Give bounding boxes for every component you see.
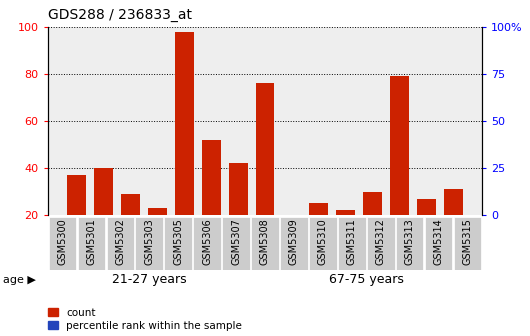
Bar [282,257,301,262]
Text: GSM5314: GSM5314 [434,218,444,264]
Bar [175,32,194,262]
Bar [255,229,275,262]
FancyBboxPatch shape [338,217,366,270]
Text: GSM5315: GSM5315 [463,218,473,265]
FancyBboxPatch shape [251,217,279,270]
Bar [363,192,382,262]
Text: GSM5313: GSM5313 [405,218,415,264]
FancyBboxPatch shape [193,217,220,270]
Bar [310,257,328,262]
FancyBboxPatch shape [425,217,453,270]
FancyBboxPatch shape [223,217,250,270]
Text: GSM5308: GSM5308 [260,218,270,264]
Bar [202,248,220,262]
Bar [67,175,86,262]
Bar [121,253,140,262]
Bar [390,232,409,262]
Bar [94,248,113,262]
Bar [417,253,436,262]
Bar [202,140,220,262]
Text: GSM5311: GSM5311 [347,218,357,264]
Text: GSM5309: GSM5309 [289,218,299,264]
FancyBboxPatch shape [164,217,192,270]
Bar [94,168,113,262]
Bar [229,250,248,262]
Bar [148,257,167,262]
Text: GSM5302: GSM5302 [115,218,125,265]
Text: GSM5301: GSM5301 [86,218,96,264]
Bar [310,203,328,262]
Text: GSM5300: GSM5300 [57,218,67,264]
Bar [390,76,409,262]
Bar [255,83,275,262]
Bar [282,215,301,262]
Bar [417,199,436,262]
Legend: count, percentile rank within the sample: count, percentile rank within the sample [48,308,242,331]
Text: 67-75 years: 67-75 years [329,273,404,286]
Bar [363,255,382,262]
FancyBboxPatch shape [136,217,163,270]
Bar [444,189,463,262]
Text: GSM5305: GSM5305 [173,218,183,265]
Bar [175,255,194,262]
Bar [67,250,86,262]
FancyBboxPatch shape [396,217,423,270]
Text: GDS288 / 236833_at: GDS288 / 236833_at [48,8,192,23]
Bar [336,257,355,262]
FancyBboxPatch shape [454,217,481,270]
Bar [121,194,140,262]
FancyBboxPatch shape [49,217,76,270]
Bar [444,253,463,262]
Text: GSM5312: GSM5312 [376,218,386,265]
Text: GSM5310: GSM5310 [318,218,328,264]
Text: GSM5303: GSM5303 [144,218,154,264]
Bar [148,208,167,262]
FancyBboxPatch shape [367,217,394,270]
Text: GSM5307: GSM5307 [231,218,241,265]
FancyBboxPatch shape [310,217,337,270]
Text: GSM5306: GSM5306 [202,218,212,264]
Bar [336,210,355,262]
FancyBboxPatch shape [107,217,134,270]
FancyBboxPatch shape [77,217,105,270]
Text: 21-27 years: 21-27 years [112,273,187,286]
Text: age ▶: age ▶ [3,275,36,285]
Bar [229,163,248,262]
FancyBboxPatch shape [280,217,307,270]
